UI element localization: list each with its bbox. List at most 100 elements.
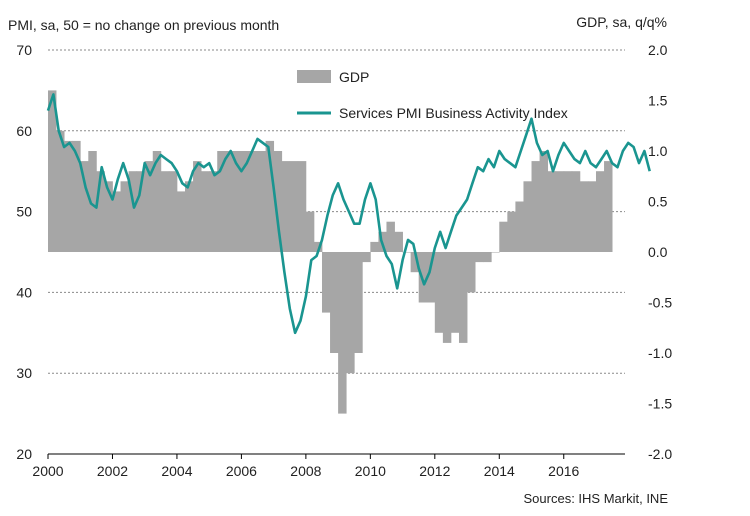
- gdp-bar-2001Q1: [80, 161, 89, 252]
- gdp-bar-2016Q4: [587, 181, 597, 252]
- gdp-bar-2006Q3: [257, 151, 266, 252]
- gdp-bar-2002Q2: [120, 181, 129, 252]
- right-tick-label: 1.5: [648, 93, 668, 109]
- x-tick-label: 2002: [97, 463, 128, 479]
- gdp-bar-layer: [48, 90, 613, 414]
- pmi-line: [46, 93, 651, 335]
- gdp-bar-2005Q1: [209, 171, 218, 252]
- gdp-bar-2007Q3: [289, 161, 299, 252]
- gdp-bar-2015Q3: [547, 171, 557, 252]
- gdp-bar-2012Q4: [458, 252, 468, 343]
- gdp-bar-2009Q2: [346, 252, 355, 374]
- gdp-bar-2013Q4: [491, 252, 500, 253]
- pmi-line-layer: [46, 93, 651, 335]
- gdp-bar-2010Q1: [370, 241, 379, 252]
- right-tick-label: 0.5: [648, 194, 668, 210]
- gdp-bar-2001Q4: [104, 181, 113, 252]
- gdp-bar-2010Q3: [386, 221, 395, 252]
- gdp-bar-2002Q1: [112, 191, 121, 252]
- source-note: Sources: IHS Markit, INE: [524, 491, 669, 506]
- gdp-bar-2005Q2: [217, 151, 226, 252]
- gdp-bar-2004Q2: [184, 181, 194, 252]
- gdp-bar-2013Q1: [467, 252, 476, 293]
- gdp-bar-2014Q1: [499, 221, 508, 252]
- gdp-bar-2008Q2: [313, 241, 323, 252]
- x-tick-label: 2010: [355, 463, 386, 479]
- x-tick-label: 2014: [484, 463, 515, 479]
- gdp-bar-2015Q4: [555, 171, 565, 252]
- gdp-bar-2004Q1: [176, 191, 186, 252]
- left-tick-label: 30: [16, 365, 32, 381]
- x-tick-label: 2016: [548, 463, 579, 479]
- right-tick-label: -1.0: [648, 345, 672, 361]
- left-axis-title: PMI, sa, 50 = no change on previous mont…: [8, 17, 279, 33]
- gdp-bar-2008Q4: [330, 252, 339, 353]
- right-tick-label: -1.5: [648, 396, 672, 412]
- x-tick-label: 2006: [226, 463, 257, 479]
- x-tick-layer: 2000 2002 2004 2006 2008 2010 2012 2014 2016: [32, 454, 580, 479]
- gdp-bar-2016Q2: [571, 171, 581, 252]
- gdp-bar-2005Q4: [233, 151, 242, 252]
- gdp-bar-2012Q2: [442, 252, 452, 343]
- gdp-bar-2017Q1: [595, 171, 605, 252]
- legend-gdp-label: GDP: [339, 69, 369, 85]
- gdp-bar-2015Q1: [531, 161, 540, 252]
- right-tick-label: -0.5: [648, 295, 672, 311]
- gdp-bar-2007Q1: [273, 151, 283, 252]
- gdp-bar-2000Q1: [48, 90, 57, 253]
- gdp-bar-2016Q1: [563, 171, 573, 252]
- left-tick-layer: 20 30 40 50 60 70: [16, 42, 32, 462]
- gdp-bar-2002Q4: [136, 171, 146, 252]
- left-tick-label: 50: [16, 204, 32, 220]
- gdp-bar-2001Q3: [96, 171, 105, 252]
- gdp-bar-2000Q3: [64, 140, 73, 252]
- gdp-bar-2016Q3: [579, 181, 589, 252]
- gdp-bar-2012Q1: [434, 252, 444, 333]
- gdp-bar-2011Q4: [426, 252, 436, 303]
- gdp-bar-2015Q2: [539, 151, 549, 252]
- left-tick-label: 20: [16, 446, 32, 462]
- gdp-bar-2006Q2: [249, 151, 258, 252]
- left-tick-label: 70: [16, 42, 32, 58]
- gdp-bar-2004Q4: [201, 171, 210, 252]
- x-tick-label: 2004: [161, 463, 192, 479]
- gdp-bar-2009Q4: [362, 252, 371, 263]
- gdp-bar-2004Q3: [193, 161, 202, 252]
- right-axis-title: GDP, sa, q/q%: [576, 14, 667, 30]
- gdp-bar-2011Q1: [402, 252, 412, 253]
- gdp-bar-2013Q3: [483, 252, 492, 263]
- gdp-bar-2005Q3: [225, 151, 234, 252]
- gdp-bar-2003Q4: [168, 171, 178, 252]
- left-tick-label: 40: [16, 284, 32, 300]
- legend-gdp-swatch: [297, 70, 331, 83]
- gdp-bar-2002Q3: [128, 171, 138, 252]
- legend-pmi-label: Services PMI Business Activity Index: [339, 105, 568, 121]
- gdp-bar-2000Q2: [56, 130, 65, 252]
- gdp-bar-2014Q2: [507, 211, 516, 252]
- gdp-bar-2007Q4: [297, 161, 307, 252]
- gdp-bar-2009Q1: [338, 252, 347, 414]
- gdp-bar-2008Q1: [305, 211, 315, 252]
- x-tick-label: 2000: [32, 463, 63, 479]
- gdp-bar-2010Q4: [394, 231, 403, 252]
- gdp-bar-2003Q2: [152, 151, 162, 252]
- left-tick-label: 60: [16, 123, 32, 139]
- right-tick-label: -2.0: [648, 446, 672, 462]
- gdp-bar-2017Q2: [604, 161, 613, 252]
- right-tick-label: 0.0: [648, 244, 668, 260]
- gdp-bar-2006Q1: [241, 151, 250, 252]
- gdp-bar-2014Q4: [523, 181, 532, 252]
- right-tick-layer: -2.0 -1.5 -1.0 -0.5 0.0 0.5 1.0 1.5 2.0: [648, 42, 672, 462]
- gdp-bar-2001Q2: [88, 151, 97, 252]
- gdp-bar-2013Q2: [475, 252, 484, 263]
- gdp-bar-2007Q2: [281, 161, 291, 252]
- gdp-bar-2006Q4: [265, 140, 275, 252]
- gdp-bar-2003Q1: [144, 161, 154, 252]
- gdp-bar-2003Q3: [160, 171, 170, 252]
- gdp-bar-2011Q2: [410, 252, 420, 273]
- right-tick-label: 1.0: [648, 143, 668, 159]
- gdp-bar-2008Q3: [321, 252, 331, 313]
- gdp-bar-2014Q3: [515, 201, 524, 252]
